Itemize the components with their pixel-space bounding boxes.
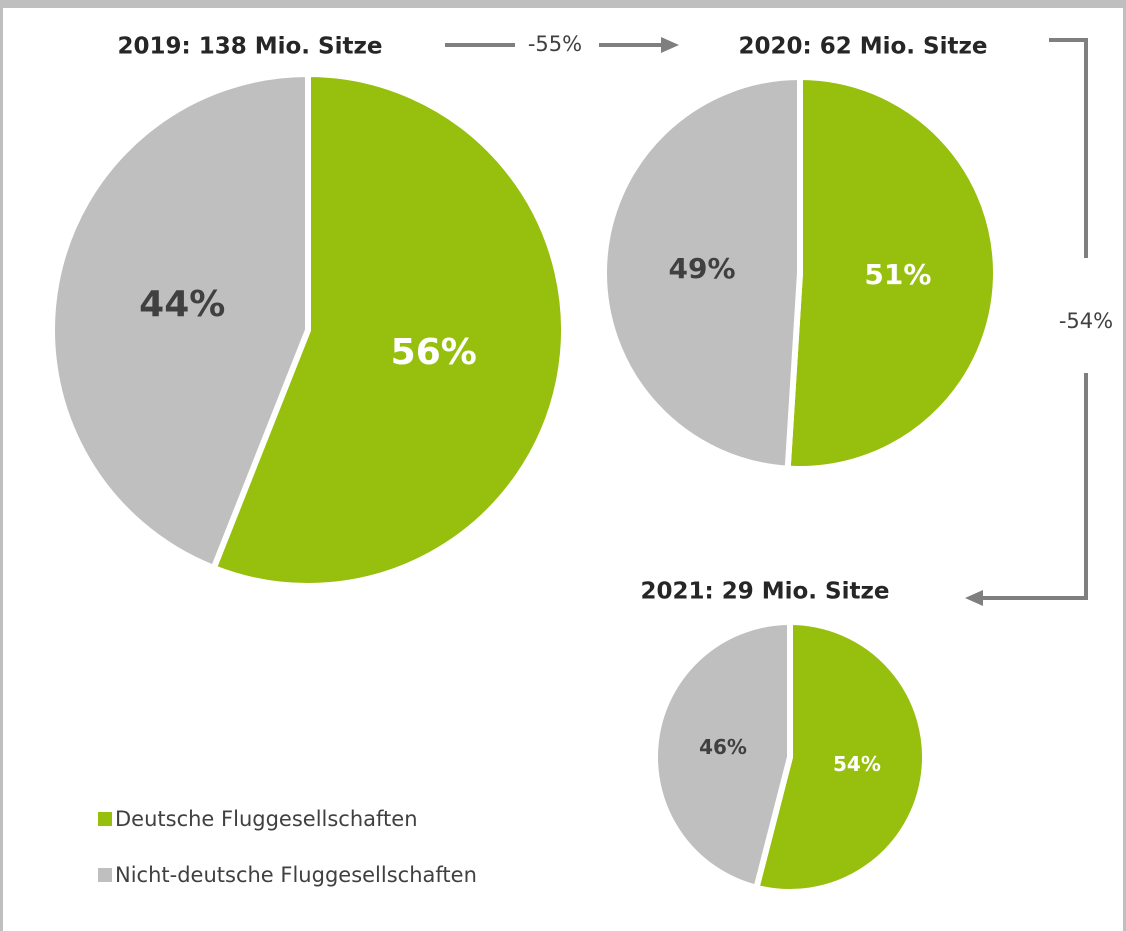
legend-swatch [98, 868, 112, 882]
legend-label: Nicht-deutsche Fluggesellschaften [115, 863, 477, 887]
arrow-head [965, 590, 983, 606]
arrow-line [983, 373, 1088, 600]
legend-swatch [98, 812, 112, 826]
data-label: 54% [833, 752, 881, 776]
pie-title: 2019: 138 Mio. Sitze [118, 34, 383, 60]
data-label: 49% [669, 252, 736, 285]
data-label: 56% [391, 332, 477, 373]
arrows [445, 38, 1088, 600]
data-label: 51% [864, 258, 931, 291]
chart: -55% -54% Deutsche Fluggesellschaften Ni… [49, 32, 1113, 895]
pie-slice [210, 71, 567, 589]
annotation: -54% [1059, 309, 1113, 333]
arrow-line [1049, 38, 1088, 258]
data-label: 46% [699, 735, 747, 759]
pie-title: 2021: 29 Mio. Sitze [641, 579, 890, 605]
pie-title: 2020: 62 Mio. Sitze [739, 34, 988, 60]
pie-slice [753, 619, 928, 895]
pie-slice [601, 74, 803, 472]
pie-slice [49, 71, 311, 572]
annotation: -55% [528, 32, 582, 56]
pie-slice [784, 74, 999, 472]
data-label: 44% [139, 284, 225, 325]
arrow-head [661, 37, 679, 53]
pie-slice [652, 619, 793, 891]
legend-label: Deutsche Fluggesellschaften [115, 807, 418, 831]
